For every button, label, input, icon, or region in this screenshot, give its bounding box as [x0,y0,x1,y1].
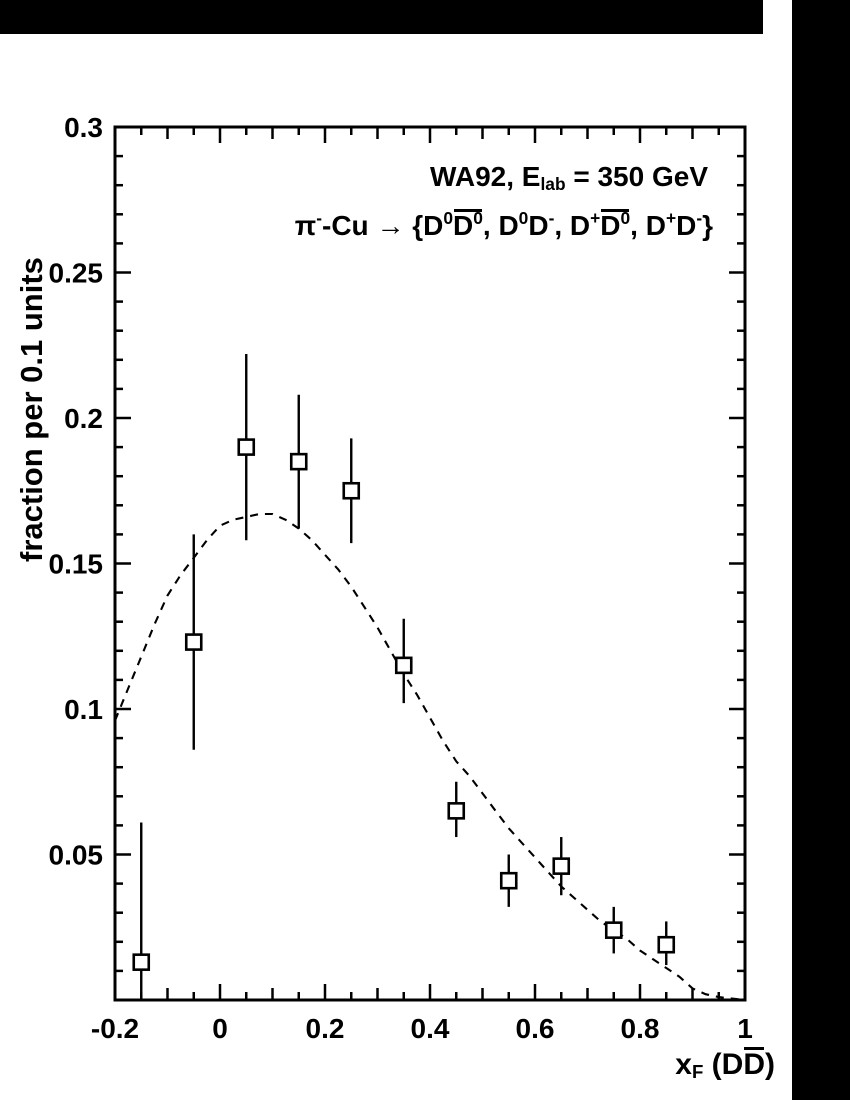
data-point-marker [132,953,151,971]
y-tick-label: 0.2 [64,403,103,434]
data-point-marker [552,857,571,875]
overline-group: D0 [453,208,483,241]
x-tick-label: 0.6 [516,1013,555,1044]
x-tick-label: 0 [212,1013,228,1044]
model-curve [114,512,746,1002]
annotation-experiment: WA92, Elab = 350 GeV [429,161,708,195]
scan-artifact-right-bar [792,0,850,1100]
data-point-marker [499,871,518,890]
data-point-marker [394,656,413,675]
x-tick-label: 0.4 [411,1013,450,1044]
data-point-marker [237,438,256,456]
data-point-marker [447,802,466,820]
data-point-marker [289,452,308,471]
data-point-marker [604,921,623,939]
data-point-marker [657,935,676,954]
x-axis-label: xF (DD) [675,1046,775,1083]
scan-artifact-top-bar [0,0,763,34]
x-tick-label: 0.8 [621,1013,660,1044]
y-tick-label: 0.15 [49,549,104,580]
y-tick-label: 0.1 [64,694,103,725]
x-tick-label: 1 [737,1013,753,1044]
y-tick-label: 0.05 [49,840,104,871]
overline-group: D [743,1046,765,1081]
y-tick-label: 0.3 [64,112,103,143]
annotation-reaction: π--Cu → {D0D0, D0D-, D+D0, D+D-} [294,208,713,241]
data-point-marker [342,481,361,500]
overline-group: D0 [600,208,631,241]
x-tick-label: -0.2 [91,1013,139,1044]
y-tick-label: 0.25 [49,258,104,289]
plot-frame [113,125,747,1002]
x-tick-label: 0.2 [306,1013,345,1044]
y-axis-label: fraction per 0.1 units [14,257,49,562]
data-point-marker [184,633,203,651]
